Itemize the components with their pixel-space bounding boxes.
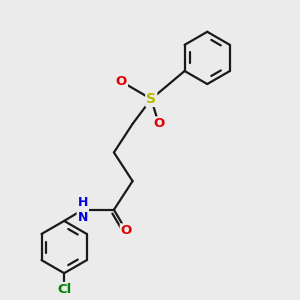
- Text: H
N: H N: [78, 196, 88, 224]
- Text: Cl: Cl: [57, 283, 71, 296]
- Text: O: O: [153, 117, 164, 130]
- Text: O: O: [116, 75, 127, 88]
- Text: O: O: [121, 224, 132, 237]
- Text: S: S: [146, 92, 156, 106]
